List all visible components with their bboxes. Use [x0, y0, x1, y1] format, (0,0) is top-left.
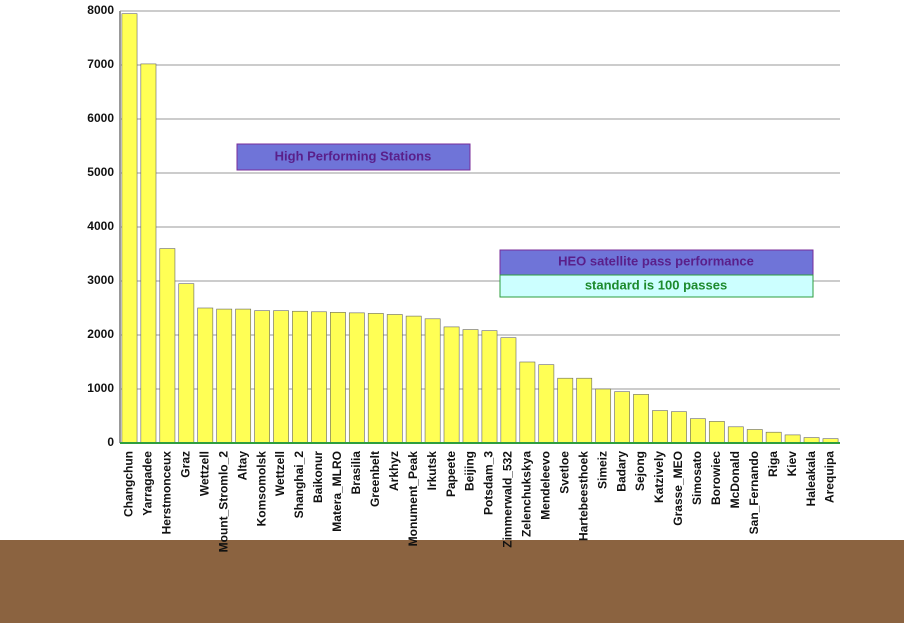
x-tick-label: Kiev — [785, 451, 799, 477]
x-tick-label: San_Fernando — [747, 451, 761, 534]
x-tick-label: Haleakala — [804, 451, 818, 507]
x-tick-label: Mount_Stromlo_2 — [216, 451, 230, 553]
x-tick-label: Katzively — [652, 451, 666, 503]
bar — [330, 312, 346, 444]
annotation-box — [499, 274, 814, 298]
bar — [311, 311, 327, 444]
x-tick-label: Svetloe — [557, 451, 571, 494]
footer-band — [0, 540, 904, 623]
bar — [216, 308, 233, 444]
bar — [784, 434, 801, 444]
bar — [140, 63, 157, 444]
x-tick-label: Yarragadee — [141, 451, 155, 516]
bar — [557, 377, 574, 444]
x-tick-label: Hartebeesthoek — [576, 451, 590, 541]
bar — [614, 391, 630, 444]
bar — [500, 337, 517, 444]
bar — [727, 426, 744, 444]
annotation: High Performing Stations — [275, 148, 432, 163]
x-tick-label: McDonald — [728, 451, 742, 508]
y-tick-label: 3000 — [87, 273, 114, 287]
x-tick-label: Simosato — [690, 451, 704, 505]
x-tick-label: Borowiec — [709, 451, 723, 505]
y-tick-label: 2000 — [87, 327, 114, 341]
x-tick-label: Potsdam_3 — [482, 451, 496, 515]
bar — [405, 315, 422, 444]
y-tick-label: 1000 — [87, 381, 114, 395]
bar — [746, 429, 763, 444]
x-tick-label: Wettzell — [197, 451, 211, 496]
y-tick-label: 5000 — [87, 165, 114, 179]
x-tick-label: Altay — [235, 451, 249, 481]
y-tick-label: 6000 — [87, 111, 114, 125]
bar — [633, 394, 649, 444]
x-tick-label: Wettzell — [273, 451, 287, 496]
bar — [254, 310, 270, 444]
x-tick-label: Matera_MLRO — [330, 451, 344, 532]
bar — [481, 330, 498, 444]
x-tick-label: Grasse_MEO — [671, 451, 685, 526]
bar — [462, 329, 479, 444]
x-tick-label: Shanghai_2 — [292, 451, 306, 519]
x-tick-label: Simeiz — [595, 451, 609, 489]
bar — [178, 283, 195, 444]
bar — [292, 310, 308, 444]
x-tick-label: Graz — [178, 451, 192, 478]
bar — [576, 377, 593, 444]
x-tick-label: Irkutsk — [425, 451, 439, 491]
bar — [273, 310, 289, 444]
bar — [652, 410, 668, 444]
bar — [519, 361, 536, 444]
bar — [595, 388, 612, 444]
x-tick-label: Arequipa — [823, 451, 837, 503]
y-tick-label: 8000 — [87, 3, 114, 17]
x-tick-label: Badary — [614, 451, 628, 492]
y-tick-label: 7000 — [87, 57, 114, 71]
x-tick-label: Monument_Peak — [406, 451, 420, 547]
bar — [690, 418, 706, 444]
x-tick-label: Baikonur — [311, 451, 325, 503]
x-tick-label: Mendeleevo — [538, 451, 552, 520]
bar — [348, 312, 365, 444]
bar — [159, 248, 176, 444]
x-tick-label: Zimmerwald_532 — [501, 451, 515, 548]
x-tick-label: Greenbelt — [368, 451, 382, 507]
bar — [121, 13, 138, 444]
bar — [538, 364, 555, 444]
annotation-box — [236, 143, 471, 171]
bar — [708, 421, 725, 444]
bar — [367, 313, 384, 444]
x-tick-label: Zelenchukskya — [520, 451, 534, 537]
annotation: HEO satellite pass performance — [558, 253, 754, 268]
x-tick-label: Arkhyz — [387, 451, 401, 491]
bar — [443, 326, 460, 444]
x-tick-label: Sejong — [633, 451, 647, 491]
x-tick-label: Brasilia — [349, 451, 363, 495]
bar — [197, 307, 214, 444]
bar — [424, 318, 441, 444]
x-tick-label: Herstmonceux — [160, 451, 174, 535]
y-tick-label: 0 — [107, 435, 114, 449]
bar — [671, 411, 687, 444]
x-tick-label: Beijing — [463, 451, 477, 491]
x-tick-label: Changchun — [122, 451, 136, 517]
x-tick-label: Riga — [766, 451, 780, 477]
x-tick-label: Papeete — [444, 451, 458, 497]
y-tick-label: 4000 — [87, 219, 114, 233]
x-tick-label: Komsomolsk — [254, 451, 268, 527]
annotation: standard is 100 passes — [585, 277, 727, 292]
bar — [235, 308, 252, 444]
bar — [765, 431, 782, 444]
bar — [386, 314, 403, 444]
